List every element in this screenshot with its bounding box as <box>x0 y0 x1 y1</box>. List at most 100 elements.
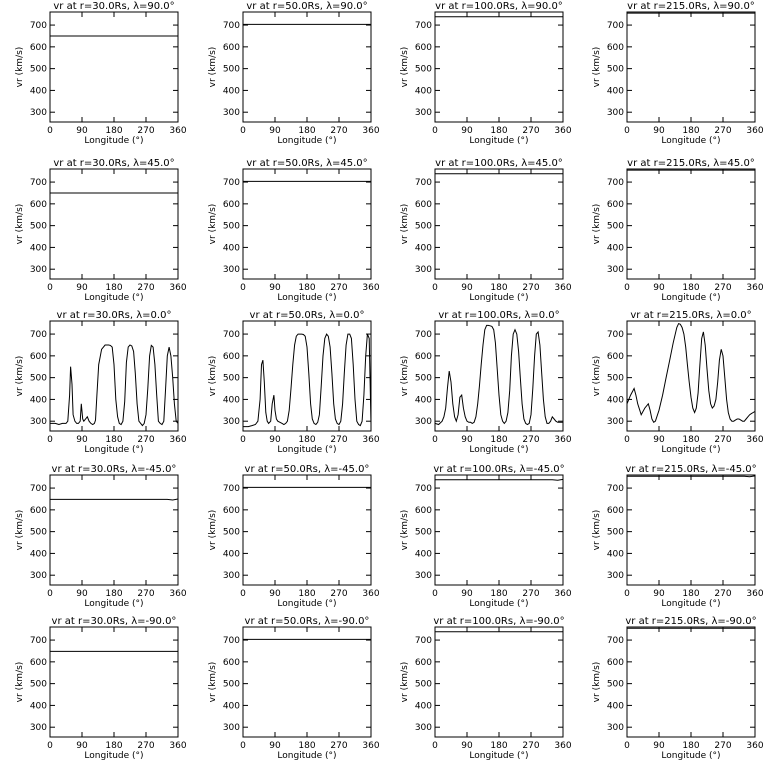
chart-panel-3-2: vr at r=100.0Rs, λ=-45.0° 0 90 180 270 360 300… <box>400 464 572 609</box>
plot-frame <box>242 168 372 280</box>
x-tick-label: 360 <box>362 283 379 293</box>
y-tick-label: 300 <box>607 417 624 427</box>
x-axis-label: Longitude (°) <box>661 293 720 303</box>
y-tick-label: 400 <box>30 395 47 405</box>
y-tick-label: 400 <box>223 395 240 405</box>
y-tick-label: 400 <box>415 86 432 96</box>
x-tick-label: 0 <box>624 741 630 751</box>
y-tick-label: 300 <box>607 571 624 581</box>
chart-panel-4-0: vr at r=30.0Rs, λ=-90.0° 0 90 180 270 360 300 4… <box>15 616 187 761</box>
y-tick-label: 300 <box>30 417 47 427</box>
chart-panel-1-2: vr at r=100.0Rs, λ=45.0° 0 90 180 270 360 300 4… <box>400 158 572 303</box>
y-tick-label: 300 <box>415 723 432 733</box>
y-tick-label: 500 <box>415 65 432 75</box>
y-tick-label: 700 <box>415 484 432 494</box>
x-tick-label: 0 <box>432 126 438 136</box>
y-tick-label: 700 <box>223 178 240 188</box>
y-tick-label: 700 <box>223 330 240 340</box>
y-tick-label: 500 <box>607 65 624 75</box>
plot-frame <box>626 11 756 123</box>
x-tick-label: 360 <box>362 126 379 136</box>
plot-frame <box>242 320 372 432</box>
x-tick-label: 270 <box>522 741 539 751</box>
y-tick-label: 300 <box>415 108 432 118</box>
y-tick-label: 400 <box>415 243 432 253</box>
x-tick-label: 180 <box>298 435 315 445</box>
y-tick-label: 600 <box>30 658 47 668</box>
y-tick-label: 400 <box>223 549 240 559</box>
plot-frame <box>626 320 756 432</box>
y-tick-label: 600 <box>223 43 240 53</box>
x-tick-label: 0 <box>432 283 438 293</box>
y-tick-label: 700 <box>415 636 432 646</box>
y-axis-label: vr (km/s) <box>400 662 410 703</box>
y-axis-label: vr (km/s) <box>592 662 602 703</box>
y-tick-label: 600 <box>415 43 432 53</box>
y-axis-label: vr (km/s) <box>208 47 218 88</box>
y-axis-label: vr (km/s) <box>400 356 410 397</box>
chart-title: vr at r=30.0Rs, λ=0.0° <box>57 310 172 321</box>
x-tick-label: 90 <box>76 435 88 445</box>
series-line <box>627 322 755 424</box>
x-tick-label: 180 <box>298 741 315 751</box>
y-axis-label: vr (km/s) <box>400 47 410 88</box>
y-axis-label: vr (km/s) <box>15 356 25 397</box>
x-tick-label: 360 <box>554 589 571 599</box>
chart-panel-1-1: vr at r=50.0Rs, λ=45.0° 0 90 180 270 360 300 40… <box>208 158 380 303</box>
y-axis-label: vr (km/s) <box>400 204 410 245</box>
y-tick-label: 700 <box>30 21 47 31</box>
y-tick-label: 300 <box>223 723 240 733</box>
plot-frame <box>242 11 372 123</box>
y-tick-label: 600 <box>607 658 624 668</box>
chart-panel-1-3: vr at r=215.0Rs, λ=45.0° 0 90 180 270 360 300 4… <box>592 158 764 303</box>
x-tick-label: 270 <box>522 126 539 136</box>
chart-panel-2-0: vr at r=30.0Rs, λ=0.0° 0 90 180 270 360 300 400… <box>15 310 187 455</box>
x-axis-label: Longitude (°) <box>277 136 336 146</box>
y-tick-label: 600 <box>30 506 47 516</box>
x-tick-label: 270 <box>137 741 154 751</box>
chart-title: vr at r=50.0Rs, λ=-90.0° <box>245 616 370 627</box>
chart-title: vr at r=215.0Rs, λ=-45.0° <box>625 464 756 475</box>
x-axis-label: Longitude (°) <box>84 136 143 146</box>
y-tick-label: 700 <box>30 330 47 340</box>
y-tick-label: 400 <box>223 86 240 96</box>
x-tick-label: 0 <box>432 589 438 599</box>
y-tick-label: 600 <box>30 43 47 53</box>
x-tick-label: 270 <box>714 741 731 751</box>
plot-frame <box>626 626 756 738</box>
y-tick-label: 500 <box>30 528 47 538</box>
x-tick-label: 180 <box>298 126 315 136</box>
x-tick-label: 180 <box>490 283 507 293</box>
x-axis-label: Longitude (°) <box>661 136 720 146</box>
y-axis-label: vr (km/s) <box>208 510 218 551</box>
x-tick-label: 270 <box>330 283 347 293</box>
y-tick-label: 400 <box>30 701 47 711</box>
x-tick-label: 180 <box>682 741 699 751</box>
chart-panel-4-2: vr at r=100.0Rs, λ=-90.0° 0 90 180 270 360 300… <box>400 616 572 761</box>
chart-title: vr at r=50.0Rs, λ=45.0° <box>246 158 367 169</box>
plot-frame <box>49 474 179 586</box>
chart-panel-4-1: vr at r=50.0Rs, λ=-90.0° 0 90 180 270 360 300 4… <box>208 616 380 761</box>
x-tick-label: 0 <box>240 126 246 136</box>
y-axis-label: vr (km/s) <box>208 204 218 245</box>
y-tick-label: 600 <box>415 200 432 210</box>
y-tick-label: 400 <box>223 243 240 253</box>
y-tick-label: 700 <box>607 330 624 340</box>
x-tick-label: 0 <box>240 741 246 751</box>
x-tick-label: 270 <box>522 589 539 599</box>
chart-title: vr at r=50.0Rs, λ=-45.0° <box>245 464 370 475</box>
x-tick-label: 180 <box>105 741 122 751</box>
x-tick-label: 0 <box>47 126 53 136</box>
y-tick-label: 600 <box>415 506 432 516</box>
chart-title: vr at r=100.0Rs, λ=-45.0° <box>433 464 564 475</box>
x-tick-label: 270 <box>714 126 731 136</box>
y-tick-label: 600 <box>607 352 624 362</box>
y-tick-label: 300 <box>223 571 240 581</box>
y-tick-label: 400 <box>607 701 624 711</box>
x-axis-label: Longitude (°) <box>469 293 528 303</box>
chart-panel-1-0: vr at r=30.0Rs, λ=45.0° 0 90 180 270 360 300 40… <box>15 158 187 303</box>
x-tick-label: 0 <box>624 589 630 599</box>
y-tick-label: 300 <box>607 265 624 275</box>
chart-panel-0-2: vr at r=100.0Rs, λ=90.0° 0 90 180 270 360 300 4… <box>400 1 572 146</box>
x-tick-label: 90 <box>76 741 88 751</box>
